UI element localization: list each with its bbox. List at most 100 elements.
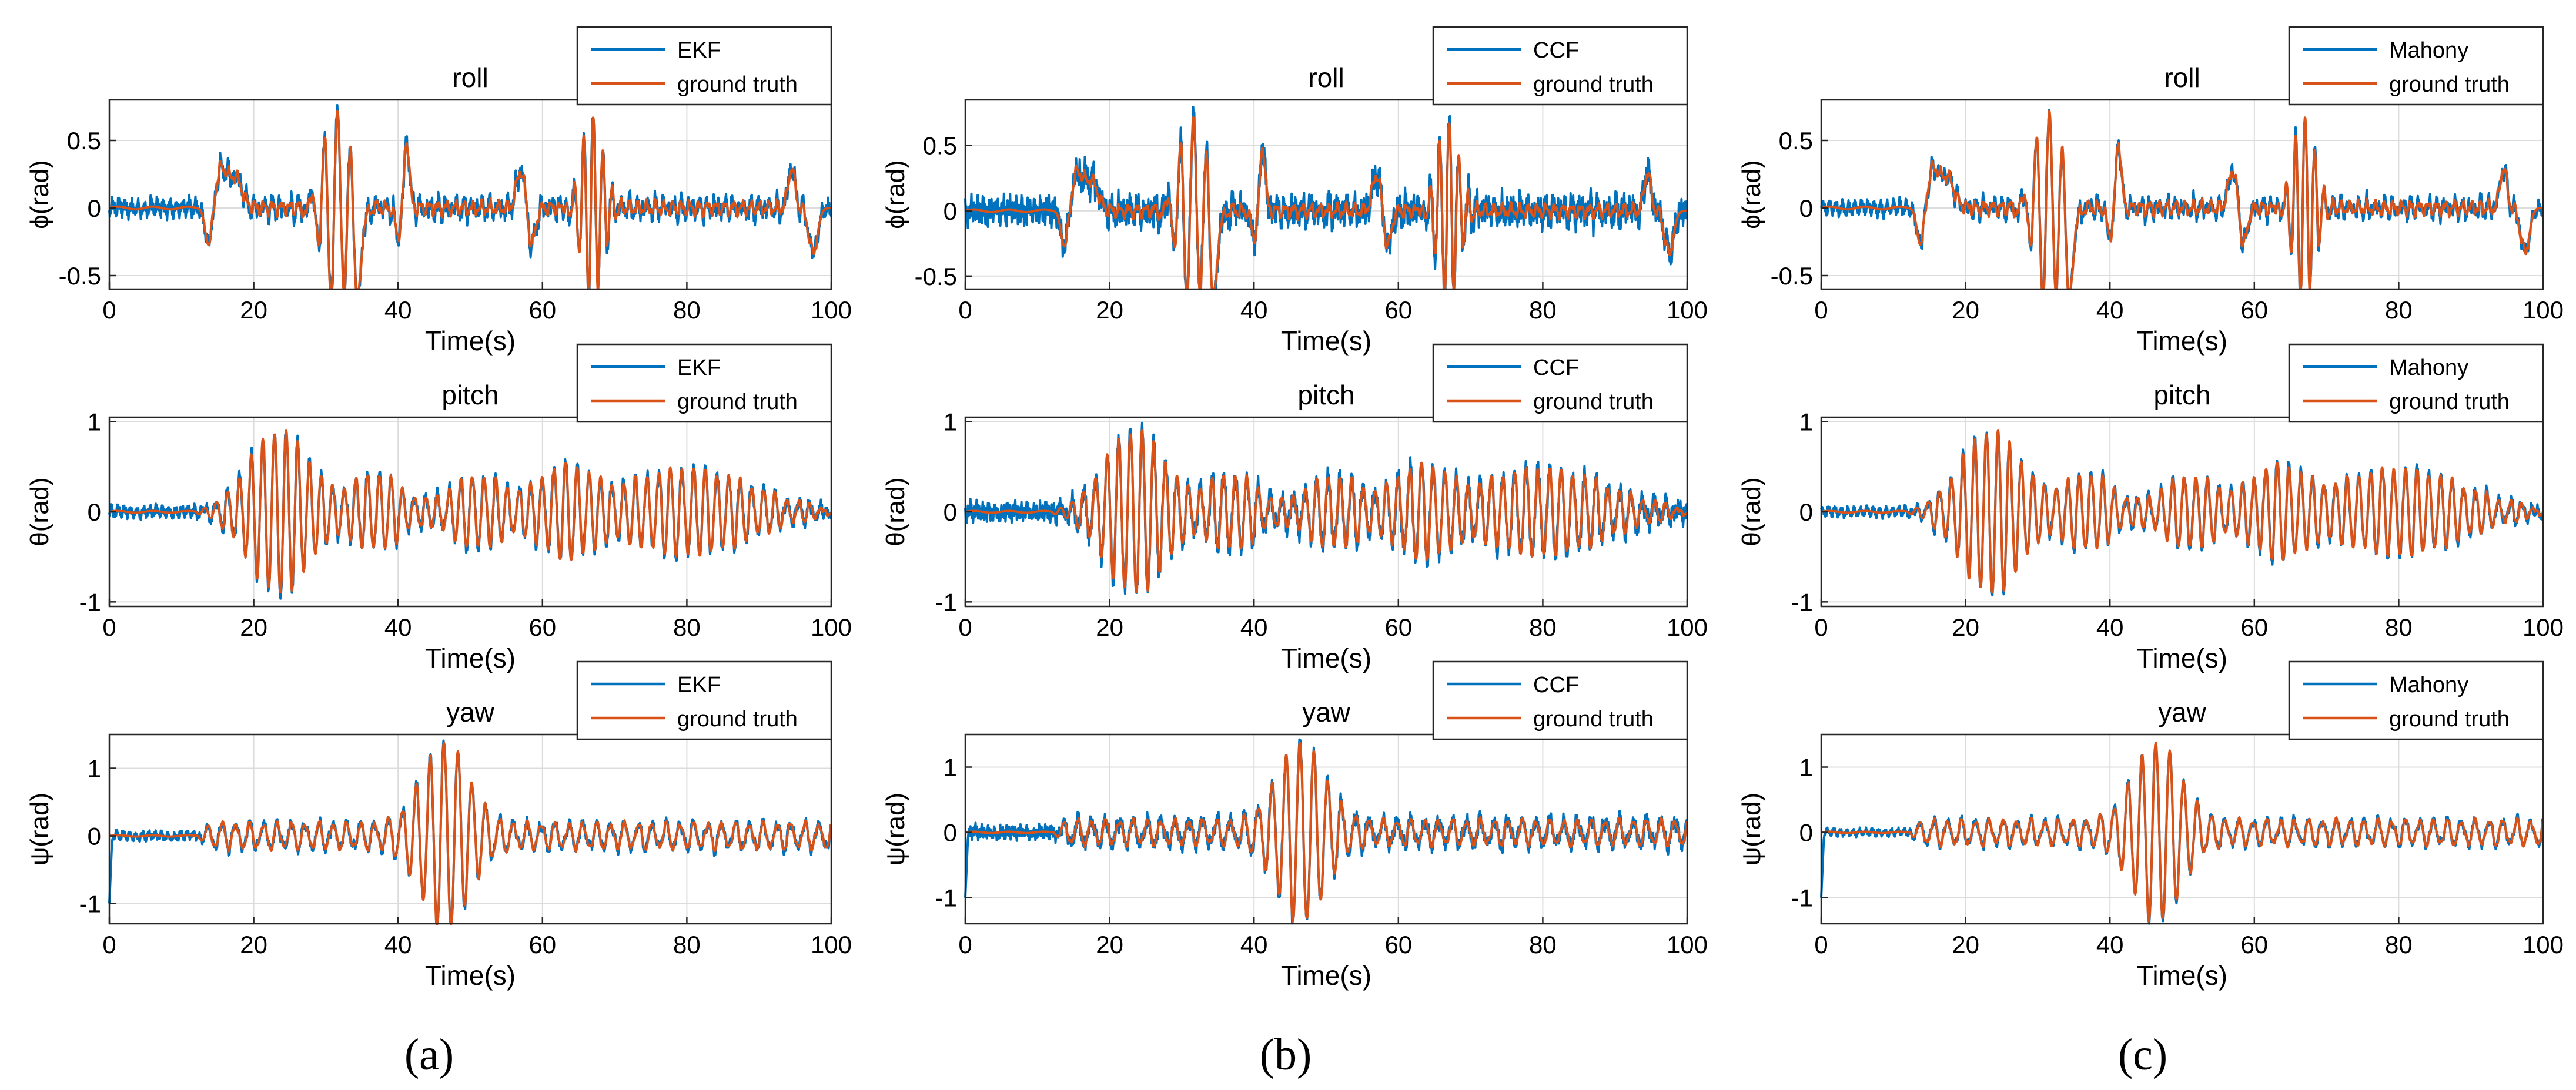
legend: Mahony ground truth [2288,660,2544,740]
x-tick-label: 100 [1667,613,1708,641]
x-tick-label: 60 [2240,931,2268,958]
legend-entry: ground truth [1533,72,1654,97]
legend-entry: ground truth [677,72,798,97]
x-tick-label: 0 [1814,931,1828,958]
y-tick-label: 0 [88,823,101,850]
series-line-ground-truth [1820,741,2544,923]
series-line-ground-truth [108,742,832,925]
y-tick-label: -0.5 [915,263,957,290]
y-tick-label: -1 [935,884,957,912]
legend-entry: ground truth [2389,707,2510,732]
legend-box [1432,660,1688,740]
y-tick-label: 0 [88,498,101,526]
x-tick-label: 0 [1814,613,1828,641]
subplot-title: roll [452,62,488,93]
y-tick-label: -1 [1791,884,1813,912]
legend-box [576,343,832,423]
legend-entry: ground truth [677,707,798,732]
x-tick-label: 20 [1096,613,1123,641]
caption-a: (a) [404,1030,454,1079]
x-tick-label: 80 [1529,296,1557,324]
subplot-yaw-0: 0 20 40 60 80 100-101yawTime(s)ψ(rad)EKFgroun… [25,660,852,991]
x-tick-label: 60 [528,296,556,324]
x-tick-label: 20 [1952,613,1979,641]
legend-entry: EKF [677,38,721,63]
y-tick-label: -1 [79,588,101,616]
x-tick-label: 20 [240,931,267,958]
x-tick-label: 40 [1240,931,1268,958]
y-tick-label: 0.5 [67,127,101,155]
axes-box [108,99,832,290]
x-tick-label: 0 [958,931,972,958]
subplot-title: roll [2164,62,2200,93]
y-tick-label: 0 [944,197,957,225]
series-line-ground-truth [964,428,1688,593]
x-axis-label: Time(s) [425,326,516,356]
subplot-pitch-2: 0 20 40 60 80 100-101pitchTime(s)θ(rad)Mahony… [1737,343,2564,673]
legend-entry: Mahony [2389,38,2468,63]
subplot-title: roll [1308,62,1344,93]
axes-box [1820,733,2544,925]
y-axis-label: ψ(rad) [25,793,54,866]
x-tick-label: 60 [1384,931,1412,958]
subplot-title: yaw [1302,697,1351,727]
legend: Mahony ground truth [2288,343,2544,423]
x-tick-label: 60 [2240,613,2268,641]
x-tick-label: 60 [528,613,556,641]
plot-area [1821,100,2543,289]
x-tick-label: 20 [1952,296,1979,324]
y-axis-label: ϕ(rad) [1737,160,1766,229]
x-tick-label: 20 [1952,931,1979,958]
legend-entry: ground truth [1533,390,1654,414]
plot-area [109,100,831,289]
x-tick-label: 40 [384,613,412,641]
y-tick-label: 1 [944,754,957,782]
x-tick-label: 80 [2385,613,2413,641]
legend-entry: EKF [677,673,721,697]
legend-entry: Mahony [2389,673,2468,697]
x-tick-label: 40 [384,931,412,958]
legend-box [1432,26,1688,106]
y-axis-label: ϕ(rad) [881,160,910,229]
legend-entry: ground truth [1533,707,1654,732]
x-axis-label: Time(s) [2137,960,2227,991]
legend: CCF ground truth [1432,343,1688,423]
axes-box [108,733,832,925]
legend: EKF ground truth [576,660,832,740]
legend-box [576,660,832,740]
y-tick-label: 0 [88,194,101,222]
subplot-title: pitch [1297,380,1354,410]
legend: Mahony ground truth [2288,26,2544,106]
series-line-ground-truth [1820,110,2544,290]
x-tick-label: 80 [673,296,701,324]
axes-box [1820,99,2544,290]
x-tick-label: 100 [811,931,852,958]
y-tick-label: 0.5 [1779,127,1813,155]
x-axis-label: Time(s) [1281,643,1371,673]
y-tick-label: 0 [1799,194,1813,222]
legend-entry: CCF [1533,673,1579,697]
series-line-ground-truth [108,428,832,593]
legend-box [2288,660,2544,740]
x-tick-label: 40 [2096,931,2124,958]
x-tick-label: 40 [384,296,412,324]
caption-c: (c) [2118,1030,2167,1079]
legend-entry: CCF [1533,355,1579,380]
subplot-pitch-1: 0 20 40 60 80 100-101pitchTime(s)θ(rad)CCFgro… [881,343,1708,673]
x-axis-label: Time(s) [2137,326,2227,356]
y-tick-label: 0.5 [923,132,957,160]
x-tick-label: 20 [240,296,267,324]
series-line-ground-truth [108,110,832,290]
y-tick-label: 1 [1799,754,1813,782]
x-tick-label: 60 [528,931,556,958]
x-tick-label: 0 [958,296,972,324]
legend-entry: EKF [677,355,721,380]
x-tick-label: 60 [2240,296,2268,324]
y-axis-label: ψ(rad) [1737,793,1766,866]
subplot-roll-0: 0 20 40 60 80 100-0.500.5rollTime(s)ϕ(rad)EKF… [25,26,852,356]
subplot-pitch-0: 0 20 40 60 80 100-101pitchTime(s)θ(rad)EKFgro… [25,343,852,673]
x-axis-label: Time(s) [425,960,516,991]
x-tick-label: 80 [673,931,701,958]
x-tick-label: 100 [2523,613,2564,641]
